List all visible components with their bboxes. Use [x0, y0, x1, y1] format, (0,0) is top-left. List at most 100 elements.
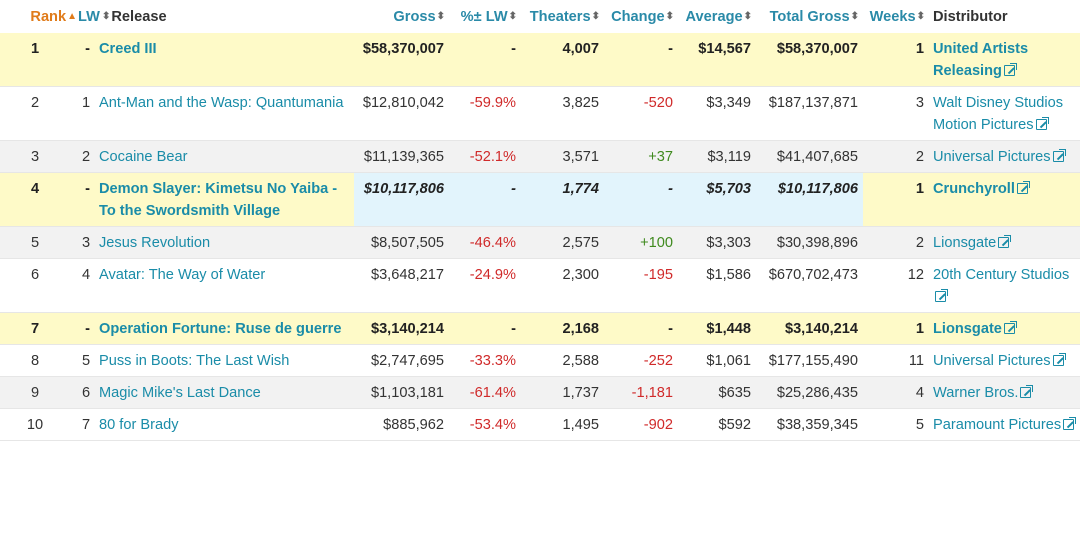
- release-cell[interactable]: Cocaine Bear: [95, 140, 354, 173]
- rank-cell-value: 9: [30, 385, 40, 401]
- distributor-cell[interactable]: Crunchyroll: [929, 172, 1080, 227]
- distributor-link[interactable]: Lionsgate: [933, 235, 997, 251]
- external-link-icon[interactable]: [998, 235, 1012, 248]
- distributor-cell[interactable]: 20th Century Studios: [929, 258, 1080, 313]
- gross-cell-value: $3,648,217: [370, 267, 444, 283]
- header-theaters[interactable]: Theaters⬍: [521, 0, 604, 33]
- distributor-link[interactable]: Walt Disney Studios Motion Pictures: [933, 95, 1064, 133]
- external-link-icon[interactable]: [1035, 117, 1049, 130]
- theaters-cell-value: 3,571: [562, 149, 599, 165]
- distributor-link[interactable]: Warner Bros.: [933, 385, 1019, 401]
- external-link-icon[interactable]: [935, 289, 948, 302]
- distributor-cell[interactable]: Warner Bros.: [929, 376, 1080, 409]
- distributor-cell[interactable]: United Artists Releasing: [929, 33, 1080, 87]
- weeks-cell-value: 1: [915, 41, 924, 57]
- average-cell: $5,703: [678, 172, 756, 227]
- gross-cell: $12,810,042: [354, 86, 449, 141]
- release-cell[interactable]: Puss in Boots: The Last Wish: [95, 344, 354, 377]
- pct-lw-cell: -59.9%: [449, 86, 521, 141]
- last-week-cell: 4: [78, 258, 95, 313]
- external-link-icon[interactable]: [1003, 321, 1017, 334]
- release-link[interactable]: Cocaine Bear: [99, 149, 188, 165]
- weeks-cell-value: 3: [915, 95, 924, 111]
- release-cell[interactable]: 80 for Brady: [95, 408, 354, 441]
- release-cell[interactable]: Magic Mike's Last Dance: [95, 376, 354, 409]
- average-cell: $3,303: [678, 226, 756, 259]
- release-cell[interactable]: Jesus Revolution: [95, 226, 354, 259]
- rank-cell-value: 2: [30, 95, 40, 111]
- release-link[interactable]: Demon Slayer: Kimetsu No Yaiba - To the …: [99, 181, 338, 219]
- distributor-cell[interactable]: Walt Disney Studios Motion Pictures: [929, 86, 1080, 141]
- release-link[interactable]: Magic Mike's Last Dance: [99, 385, 261, 401]
- theaters-cell-value: 3,825: [562, 95, 599, 111]
- release-cell[interactable]: Operation Fortune: Ruse de guerre: [95, 312, 354, 345]
- distributor-link[interactable]: 20th Century Studios: [933, 267, 1070, 283]
- distributor-link[interactable]: Crunchyroll: [933, 181, 1015, 197]
- header-total-gross[interactable]: Total Gross⬍: [756, 0, 863, 33]
- change-cell-value: -195: [643, 267, 673, 283]
- external-link-icon[interactable]: [1052, 149, 1066, 162]
- theaters-cell: 4,007: [521, 33, 604, 87]
- rank-cell: 1: [0, 33, 78, 87]
- release-link[interactable]: Operation Fortune: Ruse de guerre: [99, 321, 342, 337]
- release-link[interactable]: 80 for Brady: [99, 417, 179, 433]
- average-cell: $14,567: [678, 33, 756, 87]
- last-week-cell-value: -: [85, 321, 90, 337]
- table-row: 4- Demon Slayer: Kimetsu No Yaiba - To th…: [0, 172, 1080, 227]
- distributor-cell[interactable]: Universal Pictures: [929, 140, 1080, 173]
- total-gross-cell: $58,370,007: [756, 33, 863, 87]
- change-cell-value: -520: [643, 95, 673, 111]
- external-link-icon[interactable]: [1063, 417, 1077, 430]
- release-link[interactable]: Jesus Revolution: [99, 235, 211, 251]
- header-pct-lw[interactable]: %± LW⬍: [449, 0, 521, 33]
- theaters-cell-value: 2,588: [562, 353, 599, 369]
- external-link-icon[interactable]: [1052, 353, 1066, 366]
- header-distributor[interactable]: Distributor: [929, 0, 1080, 33]
- rank-cell-value: 1: [30, 41, 40, 57]
- distributor-link[interactable]: Universal Pictures: [933, 353, 1051, 369]
- distributor-cell[interactable]: Universal Pictures: [929, 344, 1080, 377]
- last-week-cell-value: 2: [82, 149, 91, 165]
- distributor-cell[interactable]: Lionsgate: [929, 226, 1080, 259]
- header-row: Rank▲ LW ⬍Release Gross⬍ %± LW⬍ Theaters…: [0, 0, 1080, 33]
- distributor-cell[interactable]: Paramount Pictures: [929, 408, 1080, 441]
- release-cell[interactable]: Ant-Man and the Wasp: Quantumania: [95, 86, 354, 141]
- distributor-link[interactable]: Universal Pictures: [933, 149, 1051, 165]
- table-row: 3 2 Cocaine Bear $11,139,365 -52.1% 3,571 +37 $…: [0, 140, 1080, 173]
- table-row: 8 5 Puss in Boots: The Last Wish $2,747,695…: [0, 344, 1080, 377]
- distributor-link[interactable]: United Artists Releasing: [933, 41, 1029, 79]
- release-cell[interactable]: Demon Slayer: Kimetsu No Yaiba - To the …: [95, 172, 354, 227]
- header-lw[interactable]: LW: [78, 0, 100, 33]
- header-weeks[interactable]: Weeks⬍: [863, 0, 929, 33]
- distributor-cell[interactable]: Lionsgate: [929, 312, 1080, 345]
- total-gross-cell-value: $30,398,896: [776, 235, 858, 251]
- release-cell[interactable]: Creed III: [95, 33, 354, 87]
- header-lw-label: LW: [78, 8, 100, 25]
- gross-cell: $11,139,365: [354, 140, 449, 173]
- external-link-icon[interactable]: [1016, 181, 1030, 194]
- gross-cell-value: $11,139,365: [363, 149, 444, 165]
- theaters-cell-value: 2,300: [562, 267, 599, 283]
- release-cell[interactable]: Avatar: The Way of Water: [95, 258, 354, 313]
- release-link[interactable]: Puss in Boots: The Last Wish: [99, 353, 290, 369]
- header-average-label: Average: [685, 8, 743, 25]
- distributor-link[interactable]: Paramount Pictures: [933, 417, 1062, 433]
- header-gross-label: Gross: [393, 8, 436, 25]
- external-link-icon[interactable]: [1003, 63, 1017, 76]
- release-link[interactable]: Avatar: The Way of Water: [99, 267, 266, 283]
- pct-lw-cell-value: -46.4%: [469, 235, 516, 251]
- header-change[interactable]: Change⬍: [604, 0, 678, 33]
- change-cell-value: -: [668, 321, 673, 337]
- total-gross-cell: $38,359,345: [756, 408, 863, 441]
- external-link-icon[interactable]: [1020, 385, 1034, 398]
- table-row: 10 7 80 for Brady $885,962 -53.4% 1,495 -902 $5…: [0, 408, 1080, 441]
- distributor-link[interactable]: Lionsgate: [933, 321, 1002, 337]
- header-rank[interactable]: Rank▲: [0, 0, 78, 33]
- weeks-cell-value: 12: [907, 267, 924, 283]
- release-link[interactable]: Ant-Man and the Wasp: Quantumania: [99, 95, 344, 111]
- release-link[interactable]: Creed III: [99, 41, 157, 57]
- header-gross[interactable]: Gross⬍: [354, 0, 449, 33]
- header-release[interactable]: ⬍Release: [95, 0, 354, 33]
- header-average[interactable]: Average⬍: [678, 0, 756, 33]
- theaters-cell-value: 2,575: [562, 235, 599, 251]
